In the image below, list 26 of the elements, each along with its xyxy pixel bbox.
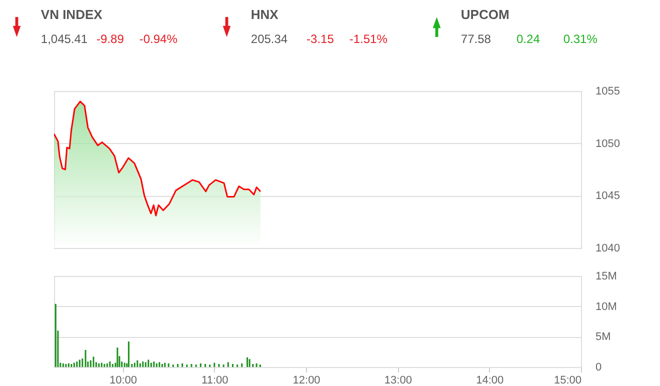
y-tick-label: 5M [596,331,611,344]
y-tick-label: 1040 [596,242,620,254]
x-tick-label: 13:00 [384,374,412,386]
data-label: 77.58 [460,32,492,46]
data-label: 205.34 [250,32,288,46]
data-label: 0.31% [563,32,598,46]
x-tick-label: 11:00 [202,374,228,386]
data-label: -0.94% [139,32,178,46]
y-tick-label: 10M [596,300,617,313]
y-tick-label: 15M [596,270,617,282]
data-label: 1,045.41 [40,32,88,46]
category-label: HNX [250,7,279,22]
data-label: -1.51% [349,32,388,46]
data-label: -3.15 [306,32,334,46]
y-tick-label: 1045 [596,190,620,202]
y-tick-label: 1050 [596,138,620,150]
category-label: UPCOM [460,7,510,22]
y-tick-label: 0 [596,362,602,374]
data-label: 0.24 [516,32,540,46]
x-tick-label: 14:00 [476,374,504,386]
y-tick-label: 1055 [596,86,620,98]
category-label: VN INDEX [40,7,103,22]
x-tick-label: 15:00 [554,374,582,386]
x-tick-label: 10:00 [109,374,138,386]
data-label: -9.89 [96,32,124,46]
x-tick-label: 12:00 [292,374,320,386]
